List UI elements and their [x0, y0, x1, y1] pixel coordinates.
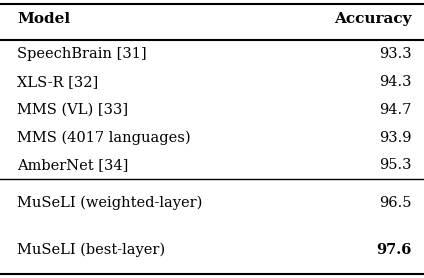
Text: Accuracy: Accuracy — [334, 13, 411, 26]
Text: 96.5: 96.5 — [379, 196, 411, 210]
Text: MMS (VL) [33]: MMS (VL) [33] — [17, 103, 128, 117]
Text: MuSeLI (weighted-layer): MuSeLI (weighted-layer) — [17, 196, 202, 210]
Text: MuSeLI (best-layer): MuSeLI (best-layer) — [17, 243, 165, 257]
Text: 95.3: 95.3 — [379, 158, 411, 172]
Text: 94.3: 94.3 — [379, 75, 411, 89]
Text: AmberNet [34]: AmberNet [34] — [17, 158, 128, 172]
Text: 97.6: 97.6 — [376, 243, 411, 257]
Text: Model: Model — [17, 13, 70, 26]
Text: MMS (4017 languages): MMS (4017 languages) — [17, 130, 190, 145]
Text: SpeechBrain [31]: SpeechBrain [31] — [17, 47, 147, 61]
Text: XLS-R [32]: XLS-R [32] — [17, 75, 98, 89]
Text: 94.7: 94.7 — [379, 103, 411, 117]
Text: 93.9: 93.9 — [379, 131, 411, 145]
Text: 93.3: 93.3 — [379, 47, 411, 61]
